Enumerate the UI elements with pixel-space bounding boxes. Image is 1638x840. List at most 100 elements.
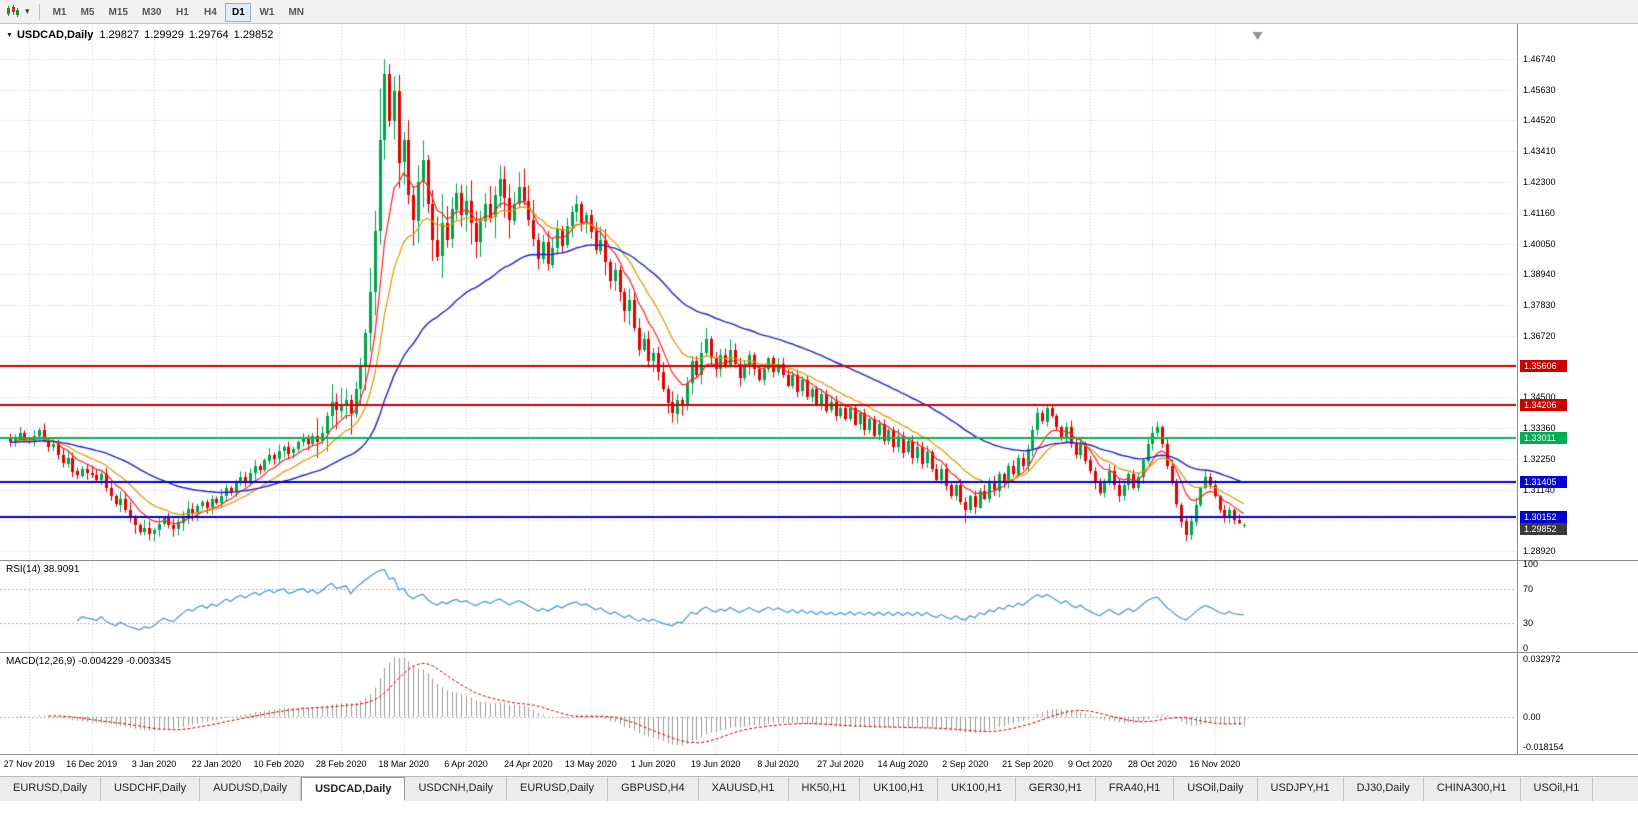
chart-tab-audusd-daily[interactable]: AUDUSD,Daily: [200, 777, 302, 801]
price-axis-label: 1.44520: [1523, 115, 1556, 126]
price-line-label: 1.33011: [1520, 431, 1567, 444]
date-axis-label: 28 Feb 2020: [315, 759, 367, 769]
macd-main-value: -0.004229: [78, 656, 124, 667]
chart-tabs-bar: EURUSD,Daily USDCHF,Daily AUDUSD,Daily USDC…: [0, 776, 1638, 801]
date-axis-label: 13 May 2020: [564, 759, 617, 769]
price-axis-label: 1.33360: [1523, 423, 1556, 434]
chart-tab-gbpusd-h4[interactable]: GBPUSD,H4: [608, 777, 699, 801]
price-axis-label: 1.28920: [1523, 545, 1556, 556]
chart-tab-usdchf-daily[interactable]: USDCHF,Daily: [100, 777, 201, 801]
price-line-label: 1.31405: [1520, 476, 1567, 489]
date-axis-label: 16 Nov 2020: [1189, 759, 1241, 769]
price-line-label: 1.30152: [1520, 510, 1567, 523]
rsi-name: RSI(14): [6, 564, 41, 575]
price-axis-label: 1.36720: [1523, 330, 1556, 341]
rsi-indicator-label: RSI(14) 38.9091: [6, 564, 79, 575]
timeframe-button-mn[interactable]: MN: [282, 3, 310, 22]
date-axis-label: 3 Jan 2020: [131, 759, 177, 769]
date-axis-label: 22 Jan 2020: [191, 759, 242, 769]
date-axis-label: 6 Apr 2020: [444, 759, 488, 769]
macd-indicator-label: MACD(12,26,9) -0.004229 -0.003345: [6, 656, 171, 667]
ohlc-low: 1.29764: [188, 29, 229, 41]
chart-tab-china300-h1[interactable]: CHINA300,H1: [1423, 777, 1521, 801]
chart-tab-eurusd-daily[interactable]: EURUSD,Daily: [507, 777, 608, 801]
chart-tab-fra40-h1[interactable]: FRA40,H1: [1095, 777, 1175, 801]
price-axis-label: 1.41160: [1523, 208, 1555, 219]
price-axis-label: 1.45630: [1523, 84, 1556, 95]
rsi-axis-label: 100: [1523, 559, 1539, 569]
price-line-label: 1.34206: [1520, 398, 1567, 411]
date-axis-label: 14 Aug 2020: [877, 759, 929, 769]
ohlc-open: 1.29827: [99, 29, 140, 41]
timeframe-button-d1[interactable]: D1: [225, 2, 252, 22]
rsi-value: 38.9091: [43, 564, 80, 575]
date-axis-label: 18 Mar 2020: [378, 759, 429, 769]
date-axis-label: 2 Sep 2020: [942, 759, 989, 769]
chart-tab-usoil-daily[interactable]: USOil,Daily: [1174, 777, 1258, 801]
date-axis-label: 8 Jul 2020: [757, 759, 799, 769]
price-axis-label: 1.37830: [1523, 299, 1556, 310]
date-axis-label: 28 Oct 2020: [1127, 759, 1177, 769]
chart-tab-uk100-h1[interactable]: UK100,H1: [937, 777, 1016, 801]
timeframe-buttons-group: M1 M5 M15 M30 H1 H4 D1 W1 MN: [46, 2, 311, 22]
chart-tab-hk50-h1[interactable]: HK50,H1: [788, 777, 861, 801]
date-axis-label: 27 Nov 2019: [3, 759, 55, 769]
chart-tab-usoil-h1[interactable]: USOil,H1: [1520, 777, 1594, 801]
chart-title: ▼ USDCAD,Daily 1.29827 1.29929 1.29764 1.2985…: [6, 29, 278, 41]
timeframe-button-m30[interactable]: M30: [136, 3, 167, 22]
rsi-axis-label: 0: [1523, 643, 1529, 653]
chart-tab-eurusd-daily[interactable]: EURUSD,Daily: [0, 777, 101, 801]
macd-signal-value: -0.003345: [126, 656, 172, 667]
date-axis-label: 24 Apr 2020: [504, 759, 553, 769]
ohlc-close: 1.29852: [233, 29, 274, 41]
price-axis-label: 1.34500: [1523, 391, 1556, 402]
price-axis-label: 1.42300: [1523, 176, 1556, 187]
price-axis-label: 1.43410: [1523, 145, 1556, 156]
candlestick-chart-icon[interactable]: [6, 5, 20, 18]
price-line-label: 1.35606: [1520, 360, 1567, 373]
date-axis-label: 21 Sep 2020: [1002, 759, 1054, 769]
price-axis-label: 1.46740: [1523, 54, 1556, 65]
macd-name: MACD(12,26,9): [6, 656, 76, 667]
title-collapse-icon[interactable]: ▼: [6, 32, 13, 39]
timeframe-button-m15[interactable]: M15: [103, 3, 134, 22]
date-axis-label: 16 Dec 2019: [66, 759, 118, 769]
main-chart-canvas[interactable]: [0, 24, 1516, 754]
timeframe-button-w1[interactable]: W1: [253, 3, 280, 22]
toolbar-separator: [38, 3, 40, 20]
date-axis-label: 9 Oct 2020: [1067, 759, 1113, 769]
chart-tab-uk100-h1[interactable]: UK100,H1: [860, 777, 938, 801]
timeframe-button-h1[interactable]: H1: [169, 3, 195, 22]
chart-tab-xauusd-h1[interactable]: XAUUSD,H1: [698, 777, 789, 801]
price-axis[interactable]: 1.46740 1.45630 1.44520 1.43410 1.42300 1.411…: [1517, 24, 1638, 754]
chart-symbol-label: USDCAD,Daily: [16, 29, 94, 41]
price-axis-label: 1.38940: [1523, 269, 1556, 280]
macd-axis-top-label: 0.032972: [1523, 654, 1561, 664]
panel-divider-price-rsi[interactable]: [0, 560, 1638, 561]
chart-tab-dj30-daily[interactable]: DJ30,Daily: [1343, 777, 1424, 801]
chart-tab-usdcnh-daily[interactable]: USDCNH,Daily: [405, 777, 508, 801]
date-axis-label: 1 Jun 2020: [630, 759, 676, 769]
price-axis-label: 1.40050: [1523, 238, 1556, 249]
panel-divider-rsi-macd[interactable]: [0, 652, 1638, 653]
date-axis-label: 10 Feb 2020: [253, 759, 305, 769]
chart-tab-usdcad-daily[interactable]: USDCAD,Daily: [301, 777, 406, 801]
chart-area: ▼ USDCAD,Daily 1.29827 1.29929 1.29764 1.2985…: [0, 24, 1638, 776]
chart-tab-usdjpy-h1[interactable]: USDJPY,H1: [1257, 777, 1344, 801]
chart-tab-ger30-h1[interactable]: GER30,H1: [1015, 777, 1096, 801]
price-axis-label: 1.31140: [1523, 484, 1555, 495]
rsi-axis-label: 70: [1523, 584, 1534, 595]
price-axis-label: 1.32250: [1523, 453, 1556, 464]
macd-axis-zero-label: 0.00: [1523, 711, 1541, 722]
timeframe-toolbar: ▾ M1 M5 M15 M30 H1 H4 D1 W1 MN: [0, 0, 1638, 24]
chart-options-caret-icon[interactable]: ▾: [25, 6, 30, 16]
macd-axis-bottom-label: -0.018154: [1523, 742, 1564, 752]
timeframe-button-h4[interactable]: H4: [197, 3, 223, 22]
timeframe-button-m5[interactable]: M5: [75, 3, 101, 22]
timeframe-button-m1[interactable]: M1: [47, 3, 73, 22]
price-line-label: 1.29852: [1520, 523, 1567, 536]
date-axis[interactable]: 27 Nov 2019 16 Dec 2019 3 Jan 2020 22 Jan 2…: [0, 754, 1638, 776]
rsi-axis-label: 30: [1523, 617, 1534, 628]
date-axis-label: 19 Jun 2020: [690, 759, 741, 769]
